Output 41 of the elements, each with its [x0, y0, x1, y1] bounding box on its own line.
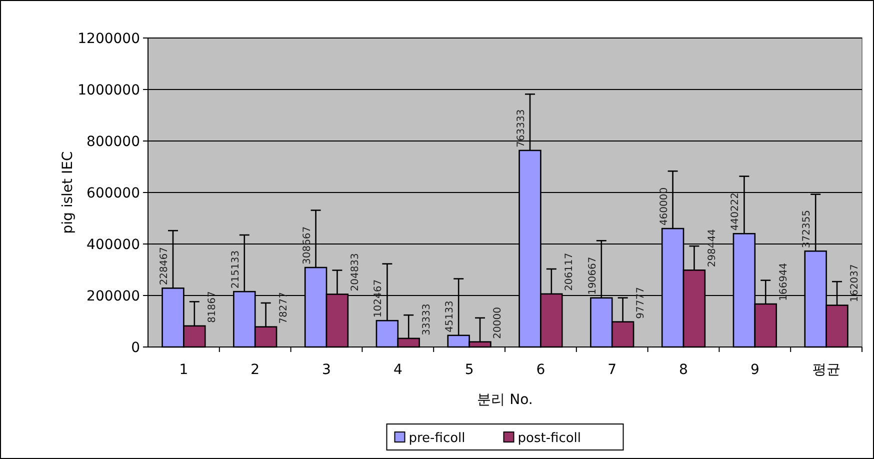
x-tick-label: 6	[536, 362, 546, 378]
y-axis-title: pig islet IEC	[60, 151, 76, 234]
y-tick-label: 200000	[86, 288, 140, 304]
x-tick-label: 8	[679, 362, 688, 378]
data-label: 215133	[230, 250, 242, 289]
data-label: 166944	[778, 262, 790, 302]
data-label: 372355	[802, 210, 813, 248]
data-label: 190667	[587, 256, 598, 295]
x-tick-label: 9	[750, 362, 760, 378]
x-tick-label: 1	[179, 362, 188, 378]
data-label: 206117	[564, 252, 576, 291]
x-tick-label: 7	[608, 362, 617, 378]
x-tick-label: 4	[393, 362, 402, 378]
data-label: 763333	[516, 109, 527, 148]
x-tick-label: 2	[250, 362, 260, 378]
x-axis-title: 분리 No.	[477, 392, 533, 408]
data-label: 33333	[421, 304, 432, 336]
data-label: 102467	[373, 279, 384, 318]
data-label: 308667	[302, 226, 313, 265]
data-label: 298444	[706, 228, 718, 268]
data-label: 440222	[730, 192, 742, 231]
legend-label: pre-ficoll	[408, 431, 466, 446]
y-tick-label: 400000	[86, 237, 140, 253]
x-tick-label: 3	[322, 362, 331, 378]
data-label: 460000	[658, 187, 670, 226]
y-tick-label: 1000000	[78, 82, 140, 98]
x-tick-label: 평균	[812, 362, 840, 378]
y-tick-label: 600000	[86, 186, 140, 202]
data-label: 162037	[850, 264, 861, 302]
data-label: 81867	[207, 291, 218, 323]
y-tick-label: 800000	[86, 134, 140, 150]
x-tick-label: 5	[464, 362, 474, 378]
legend-label: post-ficoll	[518, 431, 582, 446]
data-label: 20000	[492, 307, 504, 339]
data-label: 228467	[158, 246, 170, 286]
y-tick-label: 1200000	[78, 31, 140, 47]
data-label: 78277	[278, 292, 290, 324]
data-label: 97777	[636, 287, 647, 319]
data-label: 204833	[350, 253, 361, 292]
y-tick-label: 0	[131, 340, 140, 356]
data-label: 45133	[444, 300, 456, 332]
